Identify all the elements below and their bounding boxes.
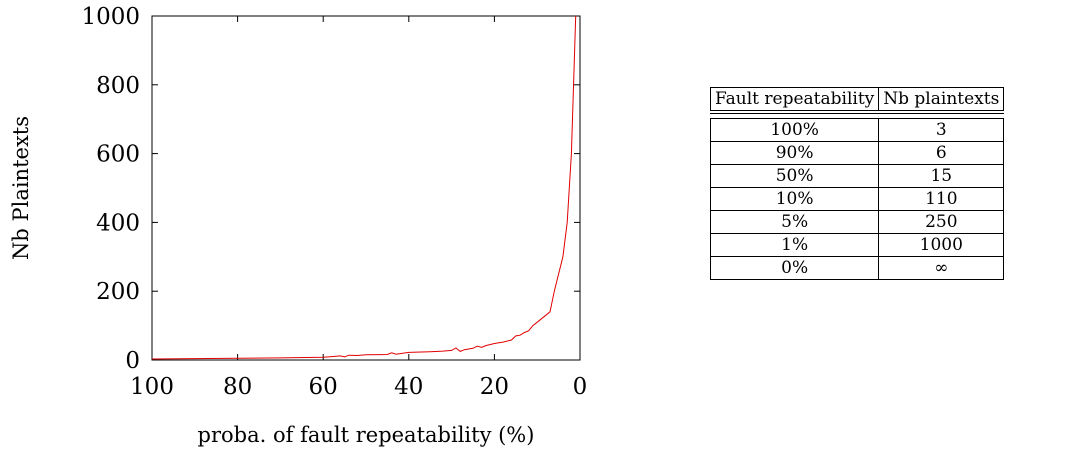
x-axis-label: proba. of fault repeatability (%) bbox=[198, 423, 535, 447]
table-row: 100% 3 bbox=[709, 118, 1005, 142]
plaintexts-cell: 250 bbox=[878, 210, 1005, 234]
y-tick-label: 400 bbox=[96, 210, 140, 236]
y-tick-label: 200 bbox=[96, 279, 140, 305]
x-axis-ticks: 100 80 60 40 20 0 bbox=[130, 16, 587, 400]
y-tick-label: 0 bbox=[125, 348, 140, 374]
table-header-row: Fault repeatability Nb plaintexts bbox=[709, 87, 1005, 113]
table-row: 50% 15 bbox=[709, 164, 1005, 188]
table-row: 10% 110 bbox=[709, 187, 1005, 211]
series-line bbox=[151, 15, 577, 360]
column-header: Nb plaintexts bbox=[878, 87, 1005, 113]
y-tick-label: 1000 bbox=[81, 4, 140, 30]
plaintexts-cell: 3 bbox=[878, 118, 1005, 142]
x-tick-label: 0 bbox=[573, 374, 588, 400]
x-tick-label: 60 bbox=[309, 374, 338, 400]
repeatability-cell: 1% bbox=[709, 233, 880, 257]
y-tick-label: 600 bbox=[96, 142, 140, 168]
x-tick-label: 80 bbox=[223, 374, 252, 400]
plaintexts-cell: 1000 bbox=[878, 233, 1005, 257]
y-axis-label: Nb Plaintexts bbox=[9, 116, 33, 260]
plaintexts-cell: 6 bbox=[878, 141, 1005, 165]
repeatability-cell: 100% bbox=[709, 118, 880, 142]
repeatability-cell: 0% bbox=[709, 256, 880, 280]
repeatability-cell: 10% bbox=[709, 187, 880, 211]
table-row: 0% ∞ bbox=[709, 256, 1005, 280]
plaintexts-cell: 110 bbox=[878, 187, 1005, 211]
y-axis-ticks: 0 200 400 600 800 1000 bbox=[81, 4, 580, 374]
x-tick-label: 40 bbox=[394, 374, 423, 400]
plaintexts-cell: ∞ bbox=[878, 256, 1005, 280]
fault-repeatability-table: Fault repeatability Nb plaintexts 100% 3 9… bbox=[709, 87, 1005, 280]
table-row: 90% 6 bbox=[709, 141, 1005, 165]
repeatability-cell: 50% bbox=[709, 164, 880, 188]
plot-frame bbox=[151, 15, 581, 361]
table-row: 1% 1000 bbox=[709, 233, 1005, 257]
x-tick-label: 100 bbox=[130, 374, 174, 400]
x-tick-label: 20 bbox=[480, 374, 509, 400]
repeatability-cell: 90% bbox=[709, 141, 880, 165]
table-row: 5% 250 bbox=[709, 210, 1005, 234]
column-header: Fault repeatability bbox=[709, 87, 880, 113]
y-tick-label: 800 bbox=[96, 73, 140, 99]
plaintexts-cell: 15 bbox=[878, 164, 1005, 188]
repeatability-cell: 5% bbox=[709, 210, 880, 234]
table-body: 100% 3 90% 6 50% 15 10% 110 5% 250 1% 1000 0% ∞ bbox=[709, 111, 1005, 280]
